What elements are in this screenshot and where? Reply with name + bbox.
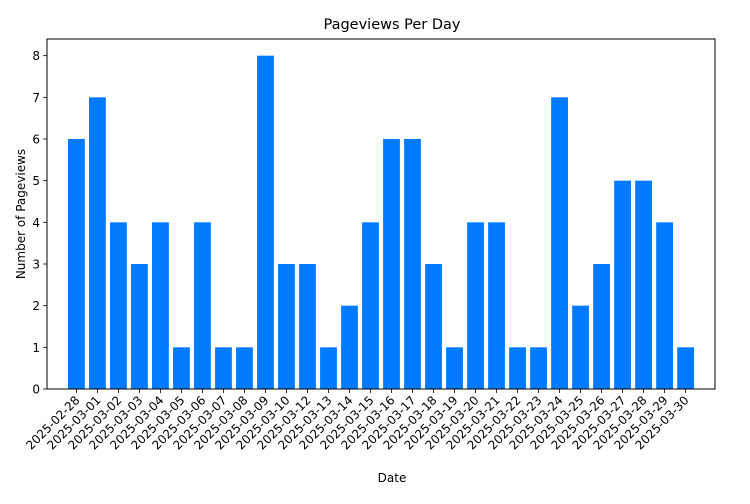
y-tick-label: 5 [32, 174, 40, 188]
bar-2025-03-29 [656, 222, 673, 389]
bar-2025-03-24 [551, 97, 568, 389]
bar-2025-03-01 [89, 97, 106, 389]
y-tick-label: 6 [32, 133, 40, 147]
bar-2025-03-19 [446, 347, 463, 389]
chart-title: Pageviews Per Day [323, 17, 460, 33]
bar-2025-03-21 [488, 222, 505, 389]
bar-2025-03-08 [236, 347, 253, 389]
y-tick-label: 2 [32, 299, 40, 313]
bar-2025-03-30 [677, 347, 694, 389]
bar-2025-03-05 [173, 347, 190, 389]
y-tick-label: 7 [32, 91, 40, 105]
bar-2025-03-26 [593, 264, 610, 389]
plot-frame [46, 38, 716, 390]
bar-2025-03-17 [404, 139, 421, 389]
y-axis-ticks: 0 1 2 3 4 5 6 7 8 [32, 49, 47, 397]
x-axis-label: Date [378, 471, 407, 485]
bar-2025-03-07 [215, 347, 232, 389]
bar-2025-02-28 [68, 139, 85, 389]
y-tick-label: 4 [32, 216, 40, 230]
bars-group [68, 55, 694, 390]
bar-2025-03-14 [341, 305, 358, 389]
bar-2025-03-12 [299, 264, 316, 389]
bar-2025-03-15 [362, 222, 379, 389]
bar-2025-03-23 [530, 347, 547, 389]
x-axis-ticks: 2025-02-282025-03-012025-03-022025-03-03… [23, 389, 692, 452]
bar-2025-03-03 [131, 264, 148, 389]
bar-2025-03-10 [278, 264, 295, 389]
bar-2025-03-20 [467, 222, 484, 389]
bar-2025-03-22 [509, 347, 526, 389]
bar-2025-03-28 [635, 180, 652, 389]
y-axis-label: Number of Pageviews [14, 149, 28, 279]
y-tick-label: 0 [32, 383, 40, 397]
bar-2025-03-02 [110, 222, 127, 389]
y-tick-label: 8 [32, 49, 40, 63]
bar-2025-03-09 [257, 55, 274, 390]
y-tick-label: 1 [32, 341, 40, 355]
bar-2025-03-06 [194, 222, 211, 389]
bar-2025-03-13 [320, 347, 337, 389]
y-tick-label: 3 [32, 258, 40, 272]
bar-2025-03-27 [614, 180, 631, 389]
bar-2025-03-18 [425, 264, 442, 389]
bar-2025-03-04 [152, 222, 169, 389]
bar-2025-03-25 [572, 305, 589, 389]
bar-2025-03-16 [383, 139, 400, 389]
